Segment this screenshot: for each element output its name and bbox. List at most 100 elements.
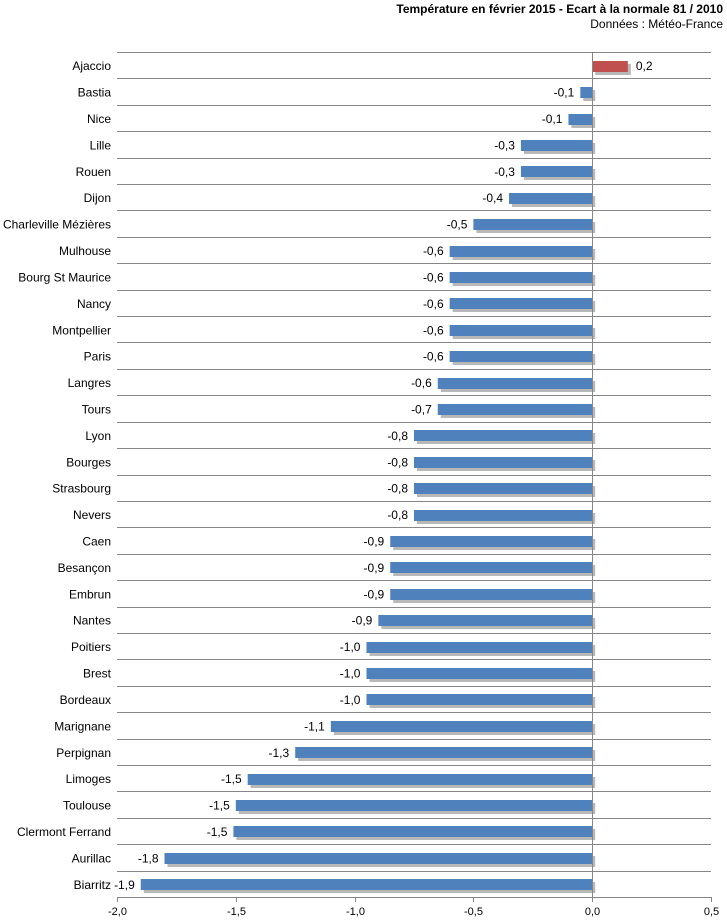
data-label: -0,8 xyxy=(387,429,408,443)
bar xyxy=(366,694,593,705)
bar xyxy=(414,430,593,441)
bar xyxy=(390,589,593,600)
data-label: -1,3 xyxy=(269,746,290,760)
bar xyxy=(449,325,593,336)
x-tick-label: -2,0 xyxy=(108,906,127,918)
category-label: Bordeaux xyxy=(60,693,111,707)
data-label: -1,0 xyxy=(340,640,361,654)
bar xyxy=(164,853,593,864)
data-label: -0,1 xyxy=(542,112,563,126)
bar xyxy=(414,457,593,468)
bar xyxy=(437,378,593,389)
category-label: Aurillac xyxy=(72,851,111,865)
x-tick-label: 0,0 xyxy=(585,906,600,918)
bar xyxy=(449,351,593,362)
chart-subtitle: Données : Météo-France xyxy=(590,17,723,31)
category-label: Bourges xyxy=(66,455,111,469)
category-label: Lille xyxy=(90,138,112,152)
data-label: -1,1 xyxy=(304,719,325,733)
data-label: -0,7 xyxy=(411,402,432,416)
category-label: Bastia xyxy=(78,86,112,100)
data-label: -0,8 xyxy=(387,508,408,522)
bar xyxy=(233,826,593,837)
bar xyxy=(592,61,628,72)
bar xyxy=(366,642,593,653)
data-label: -0,6 xyxy=(423,297,444,311)
bar xyxy=(295,747,593,758)
category-label: Bourg St Maurice xyxy=(18,270,111,284)
category-label: Marignane xyxy=(54,719,111,733)
category-label: Ajaccio xyxy=(72,59,111,73)
category-label: Nantes xyxy=(73,614,111,628)
bar xyxy=(449,246,593,257)
data-label: -0,6 xyxy=(423,323,444,337)
category-label: Tours xyxy=(82,402,111,416)
chart-titles: Température en février 2015 - Ecart à la… xyxy=(396,2,723,32)
category-label: Perpignan xyxy=(56,746,111,760)
category-label: Paris xyxy=(84,350,111,364)
data-label: -0,3 xyxy=(494,165,515,179)
data-label: -0,3 xyxy=(494,138,515,152)
x-tick-label: -1,0 xyxy=(346,906,365,918)
category-label: Lyon xyxy=(85,429,111,443)
bar xyxy=(520,140,593,151)
bar xyxy=(473,219,593,230)
bar xyxy=(449,272,593,283)
bar xyxy=(390,562,593,573)
category-label: Nice xyxy=(87,112,111,126)
category-label: Charleville Mézières xyxy=(3,218,111,232)
data-label: -0,8 xyxy=(387,455,408,469)
data-label: -1,5 xyxy=(207,825,228,839)
bar xyxy=(568,114,593,125)
bar xyxy=(140,879,593,890)
data-label: -1,5 xyxy=(221,772,242,786)
category-label: Nancy xyxy=(77,297,111,311)
category-label: Poitiers xyxy=(71,640,111,654)
category-label: Biarritz xyxy=(74,878,111,892)
data-label: -1,8 xyxy=(138,851,159,865)
chart-title: Température en février 2015 - Ecart à la… xyxy=(396,2,723,16)
category-label: Rouen xyxy=(76,165,111,179)
category-label: Montpellier xyxy=(52,323,111,337)
bar xyxy=(330,721,593,732)
data-label: -0,9 xyxy=(364,587,385,601)
bar xyxy=(520,166,593,177)
bar xyxy=(366,668,593,679)
category-label: Embrun xyxy=(69,587,111,601)
x-tick-label: -1,5 xyxy=(227,906,246,918)
bar xyxy=(235,800,593,811)
category-label: Dijon xyxy=(84,191,111,205)
data-label: -1,9 xyxy=(114,878,135,892)
category-label: Langres xyxy=(68,376,111,390)
data-label: -1,0 xyxy=(340,693,361,707)
bar xyxy=(437,404,593,415)
data-label: -0,4 xyxy=(482,191,503,205)
category-label: Nevers xyxy=(73,508,111,522)
data-label: -0,6 xyxy=(423,244,444,258)
data-label: -0,6 xyxy=(411,376,432,390)
category-label: Limoges xyxy=(66,772,111,786)
x-tick-label: -0,5 xyxy=(464,906,483,918)
data-label: -0,9 xyxy=(364,535,385,549)
data-label: -0,9 xyxy=(364,561,385,575)
category-label: Strasbourg xyxy=(52,482,111,496)
category-label: Caen xyxy=(82,535,111,549)
data-label: -0,8 xyxy=(387,482,408,496)
bar xyxy=(378,615,593,626)
category-label: Clermont Ferrand xyxy=(17,825,111,839)
bar xyxy=(390,536,593,547)
data-label: -1,5 xyxy=(209,799,230,813)
bar xyxy=(580,87,593,98)
bar xyxy=(414,483,593,494)
bar xyxy=(449,298,593,309)
category-label: Brest xyxy=(83,667,112,681)
data-label: -1,0 xyxy=(340,667,361,681)
data-label: -0,6 xyxy=(423,270,444,284)
data-label: -0,5 xyxy=(447,218,468,232)
bar xyxy=(509,193,593,204)
x-tick-label: 0,5 xyxy=(704,906,719,918)
bar xyxy=(414,510,593,521)
data-label: -0,6 xyxy=(423,350,444,364)
category-label: Mulhouse xyxy=(59,244,111,258)
